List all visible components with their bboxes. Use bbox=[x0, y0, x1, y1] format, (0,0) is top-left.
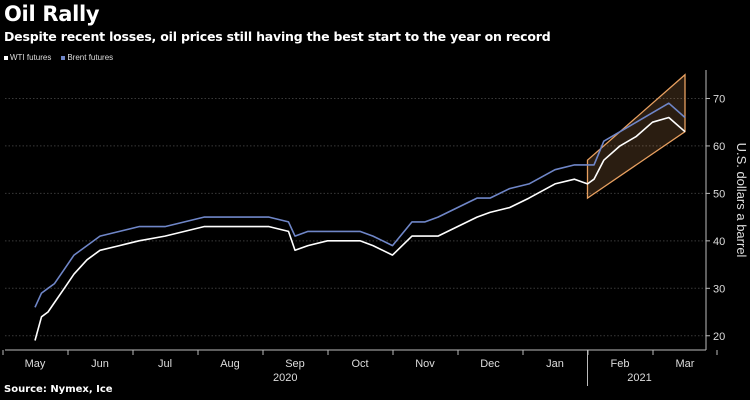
y-tick-label-30: 30 bbox=[713, 283, 725, 295]
x-tick-label-may: May bbox=[25, 358, 46, 370]
year-label-2020: 2020 bbox=[273, 372, 297, 384]
x-tick-label-jun: Jun bbox=[91, 358, 109, 370]
series-line-brent-futures bbox=[34, 102, 686, 308]
y-tick-label-50: 50 bbox=[713, 188, 725, 200]
x-tick-label-mar: Mar bbox=[676, 358, 695, 370]
legend-swatch-wti bbox=[4, 55, 8, 60]
legend-item-brent: Brent futures bbox=[61, 53, 113, 62]
x-tick-label-nov: Nov bbox=[415, 358, 435, 370]
series-line-wti-futures bbox=[34, 116, 686, 341]
x-tick-label-jan: Jan bbox=[546, 358, 564, 370]
x-tick-label-oct: Oct bbox=[351, 358, 368, 370]
x-tick-label-jul: Jul bbox=[158, 358, 172, 370]
y-tick-label-60: 60 bbox=[713, 141, 725, 153]
year-label-2021: 2021 bbox=[627, 372, 651, 384]
legend-swatch-brent bbox=[61, 55, 66, 60]
source-note: Source: Nymex, Ice bbox=[4, 384, 113, 395]
x-tick-label-aug: Aug bbox=[220, 358, 240, 370]
legend-label-wti: WTI futures bbox=[10, 53, 52, 62]
legend-item-wti: WTI futures bbox=[4, 53, 51, 62]
x-tick-label-feb: Feb bbox=[611, 358, 630, 370]
y-axis-label: U.S. dollars a barrel bbox=[734, 143, 749, 258]
y-tick-label-70: 70 bbox=[713, 93, 725, 105]
legend: WTI futures Brent futures bbox=[4, 53, 113, 62]
x-tick-label-sep: Sep bbox=[285, 358, 305, 370]
chart-title: Oil Rally bbox=[4, 2, 100, 26]
y-tick-label-20: 20 bbox=[713, 331, 725, 343]
chart-subtitle: Despite recent losses, oil prices still … bbox=[4, 29, 551, 44]
legend-label-brent: Brent futures bbox=[67, 53, 114, 62]
y-tick-label-40: 40 bbox=[713, 236, 725, 248]
x-tick-label-dec: Dec bbox=[480, 358, 500, 370]
